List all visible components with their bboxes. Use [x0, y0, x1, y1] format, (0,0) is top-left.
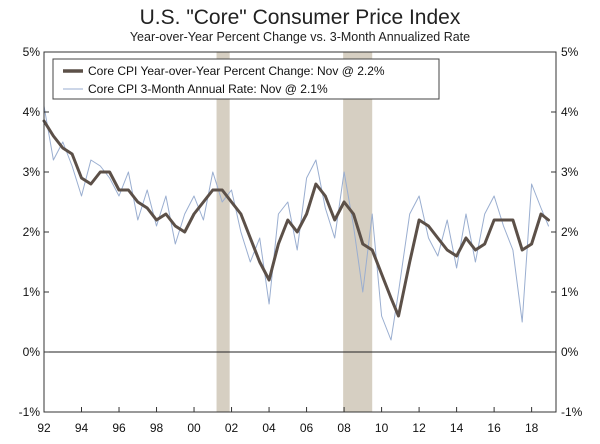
legend-label-ann: Core CPI 3-Month Annual Rate: Nov @ 2.1% — [88, 82, 328, 96]
y-tick-left-label: 3% — [23, 165, 41, 179]
y-tick-right-label: -1% — [561, 405, 583, 419]
y-tick-left-label: 4% — [23, 105, 41, 119]
x-axis: 92 94 96 98 00 02 04 06 08 10 12 14 16 18 — [37, 407, 539, 435]
x-tick-label: 96 — [112, 421, 126, 435]
y-tick-left-label: 5% — [23, 45, 41, 59]
x-tick-label: 06 — [300, 421, 314, 435]
y-tick-right-label: 1% — [561, 285, 579, 299]
y-tick-right-label: 2% — [561, 225, 579, 239]
x-tick-label: 14 — [450, 421, 464, 435]
chart-subtitle: Year-over-Year Percent Change vs. 3-Mont… — [130, 30, 470, 44]
series-line-ann — [43, 105, 549, 341]
x-tick-label: 08 — [337, 421, 351, 435]
x-tick-label: 98 — [150, 421, 164, 435]
series-group — [42, 105, 550, 341]
chart-title: U.S. "Core" Consumer Price Index — [140, 6, 461, 29]
recession-bands — [216, 52, 373, 412]
y-tick-left-label: 0% — [23, 345, 41, 359]
y-tick-left-label: -1% — [19, 405, 41, 419]
x-tick-label: 12 — [412, 421, 426, 435]
x-tick-label: 00 — [187, 421, 201, 435]
x-tick-label: 18 — [525, 421, 539, 435]
y-axis-right: -1% 0% 1% 2% 3% 4% 5% — [551, 45, 583, 419]
legend-label-yoy: Core CPI Year-over-Year Percent Change: … — [88, 64, 385, 78]
y-tick-right-label: 3% — [561, 165, 579, 179]
x-tick-label: 04 — [262, 421, 276, 435]
y-tick-left-label: 2% — [23, 225, 41, 239]
x-tick-label: 16 — [487, 421, 501, 435]
recession-band-0 — [216, 52, 230, 412]
y-tick-left-label: 1% — [23, 285, 41, 299]
x-tick-label: 10 — [375, 421, 389, 435]
series-line-yoy — [42, 119, 550, 318]
y-tick-right-label: 4% — [561, 105, 579, 119]
legend: Core CPI Year-over-Year Percent Change: … — [52, 58, 440, 100]
y-axis-left: -1% 0% 1% 2% 3% 4% 5% — [19, 45, 49, 419]
x-tick-label: 94 — [75, 421, 89, 435]
y-tick-right-label: 0% — [561, 345, 579, 359]
legend-box — [52, 58, 440, 100]
x-tick-label: 02 — [225, 421, 239, 435]
x-tick-label: 92 — [37, 421, 51, 435]
y-tick-right-label: 5% — [561, 45, 579, 59]
